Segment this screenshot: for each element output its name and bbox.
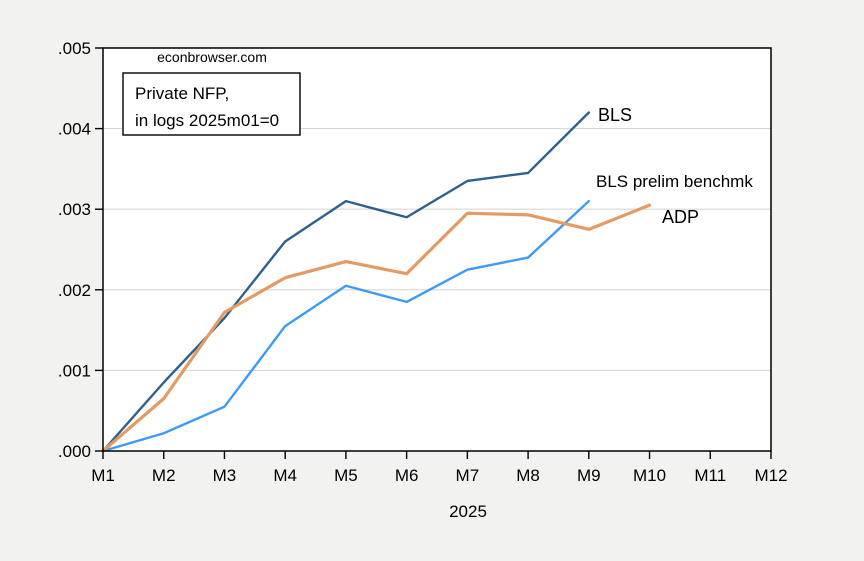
y-axis: .000 .001 .002 .003 .004 .005 — [58, 39, 103, 461]
x-axis-title: 2025 — [449, 502, 487, 521]
y-tick-label: .005 — [58, 39, 91, 58]
x-axis: M1 M2 M3 M4 M5 M6 M7 M8 M9 M10 M11 M12 — [91, 451, 788, 485]
y-tick-label: .002 — [58, 281, 91, 300]
y-tick-label: .003 — [58, 200, 91, 219]
x-tick-label: M6 — [395, 466, 419, 485]
note-box-line-2: in logs 2025m01=0 — [135, 111, 279, 130]
series-line-adp — [101, 203, 652, 453]
series-label-bls: BLS — [598, 105, 632, 125]
x-tick-label: M2 — [152, 466, 176, 485]
watermark: econbrowser.com — [157, 49, 267, 65]
y-tick-label: .004 — [58, 120, 91, 139]
series-label-adp: ADP — [662, 207, 699, 227]
x-tick-label: M4 — [273, 466, 297, 485]
x-tick-label: M10 — [633, 466, 666, 485]
x-tick-label: M9 — [577, 466, 601, 485]
note-box-rect — [122, 72, 301, 136]
y-tick-label: .000 — [58, 442, 91, 461]
x-tick-label: M3 — [213, 466, 237, 485]
x-tick-label: M5 — [334, 466, 358, 485]
series-label-bls-prelim-benchmk: BLS prelim benchmk — [596, 172, 753, 191]
series-line-bls — [101, 111, 591, 453]
x-tick-label: M12 — [754, 466, 787, 485]
series-line-bls-prelim-benchmk — [101, 199, 591, 453]
note-box-line-1: Private NFP, — [135, 84, 229, 103]
plot-frame — [102, 47, 772, 452]
x-tick-label: M7 — [456, 466, 480, 485]
x-tick-label: M8 — [516, 466, 540, 485]
x-tick-label: M1 — [91, 466, 115, 485]
series-lines — [101, 111, 652, 453]
note-box: Private NFP, in logs 2025m01=0 — [122, 72, 301, 136]
y-tick-label: .001 — [58, 361, 91, 380]
x-tick-label: M11 — [694, 466, 726, 485]
